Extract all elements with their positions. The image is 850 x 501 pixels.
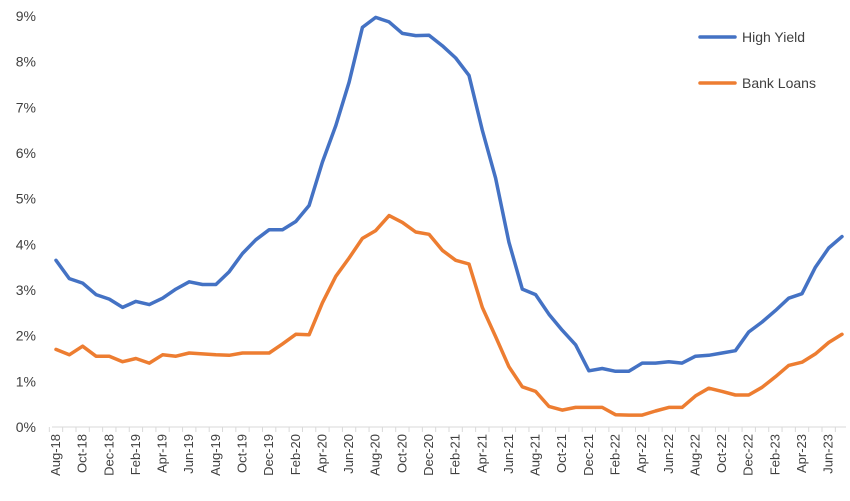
x-tick-label: Apr-20 (314, 434, 329, 473)
x-tick-label: Jun-22 (661, 434, 676, 474)
y-tick-label: 9% (16, 8, 36, 24)
series-lines (54, 15, 844, 417)
x-tick-label: Dec-20 (421, 434, 436, 476)
y-tick-label: 5% (16, 191, 36, 207)
x-tick-label: Feb-19 (128, 434, 143, 475)
x-tick-label: Aug-21 (528, 434, 543, 476)
x-tick-label: Jun-21 (501, 434, 516, 474)
y-tick-label: 6% (16, 145, 36, 161)
x-tick-label: Apr-23 (794, 434, 809, 473)
legend-label-bank-loans: Bank Loans (742, 75, 816, 91)
x-tick-label: Apr-21 (474, 434, 489, 473)
x-tick-label: Dec-18 (101, 434, 116, 476)
legend: High Yield Bank Loans (698, 29, 816, 91)
x-tick-label: Jun-23 (821, 434, 836, 474)
x-tick-label: Feb-20 (288, 434, 303, 475)
series-line-high-yield (54, 15, 844, 374)
x-tick-label: Oct-19 (235, 434, 250, 473)
y-tick-label: 0% (16, 419, 36, 435)
x-tick-label: Oct-21 (554, 434, 569, 473)
x-axis-ticks (48, 427, 836, 432)
x-tick-label: Dec-22 (741, 434, 756, 476)
x-tick-label: Oct-20 (394, 434, 409, 473)
x-tick-label: Apr-19 (155, 434, 170, 473)
x-tick-label: Apr-22 (634, 434, 649, 473)
x-tick-label: Oct-18 (75, 434, 90, 473)
x-tick-label: Aug-20 (368, 434, 383, 476)
x-tick-label: Aug-19 (208, 434, 223, 476)
y-tick-label: 1% (16, 373, 36, 389)
y-tick-label: 7% (16, 99, 36, 115)
x-tick-label: Feb-23 (767, 434, 782, 475)
y-tick-label: 4% (16, 236, 36, 252)
x-tick-label: Feb-22 (608, 434, 623, 475)
legend-label-high-yield: High Yield (742, 29, 805, 45)
x-tick-label: Dec-19 (261, 434, 276, 476)
x-tick-label: Jun-19 (181, 434, 196, 474)
x-tick-label: Aug-18 (48, 434, 63, 476)
x-tick-label: Aug-22 (687, 434, 702, 476)
y-axis-labels: 0% 1% 2% 3% 4% 5% 6% 7% 8% 9% (16, 8, 36, 435)
y-tick-label: 2% (16, 328, 36, 344)
y-tick-label: 8% (16, 54, 36, 70)
x-tick-label: Feb-21 (448, 434, 463, 475)
x-tick-label: Dec-21 (581, 434, 596, 476)
x-axis-labels: Aug-18 Oct-18 Dec-18 Feb-19 Apr-19 Jun-19 Aug-… (48, 434, 836, 476)
y-tick-label: 3% (16, 282, 36, 298)
x-tick-label: Jun-20 (341, 434, 356, 474)
series-line-bank-loans (54, 213, 844, 417)
x-tick-label: Oct-22 (714, 434, 729, 473)
